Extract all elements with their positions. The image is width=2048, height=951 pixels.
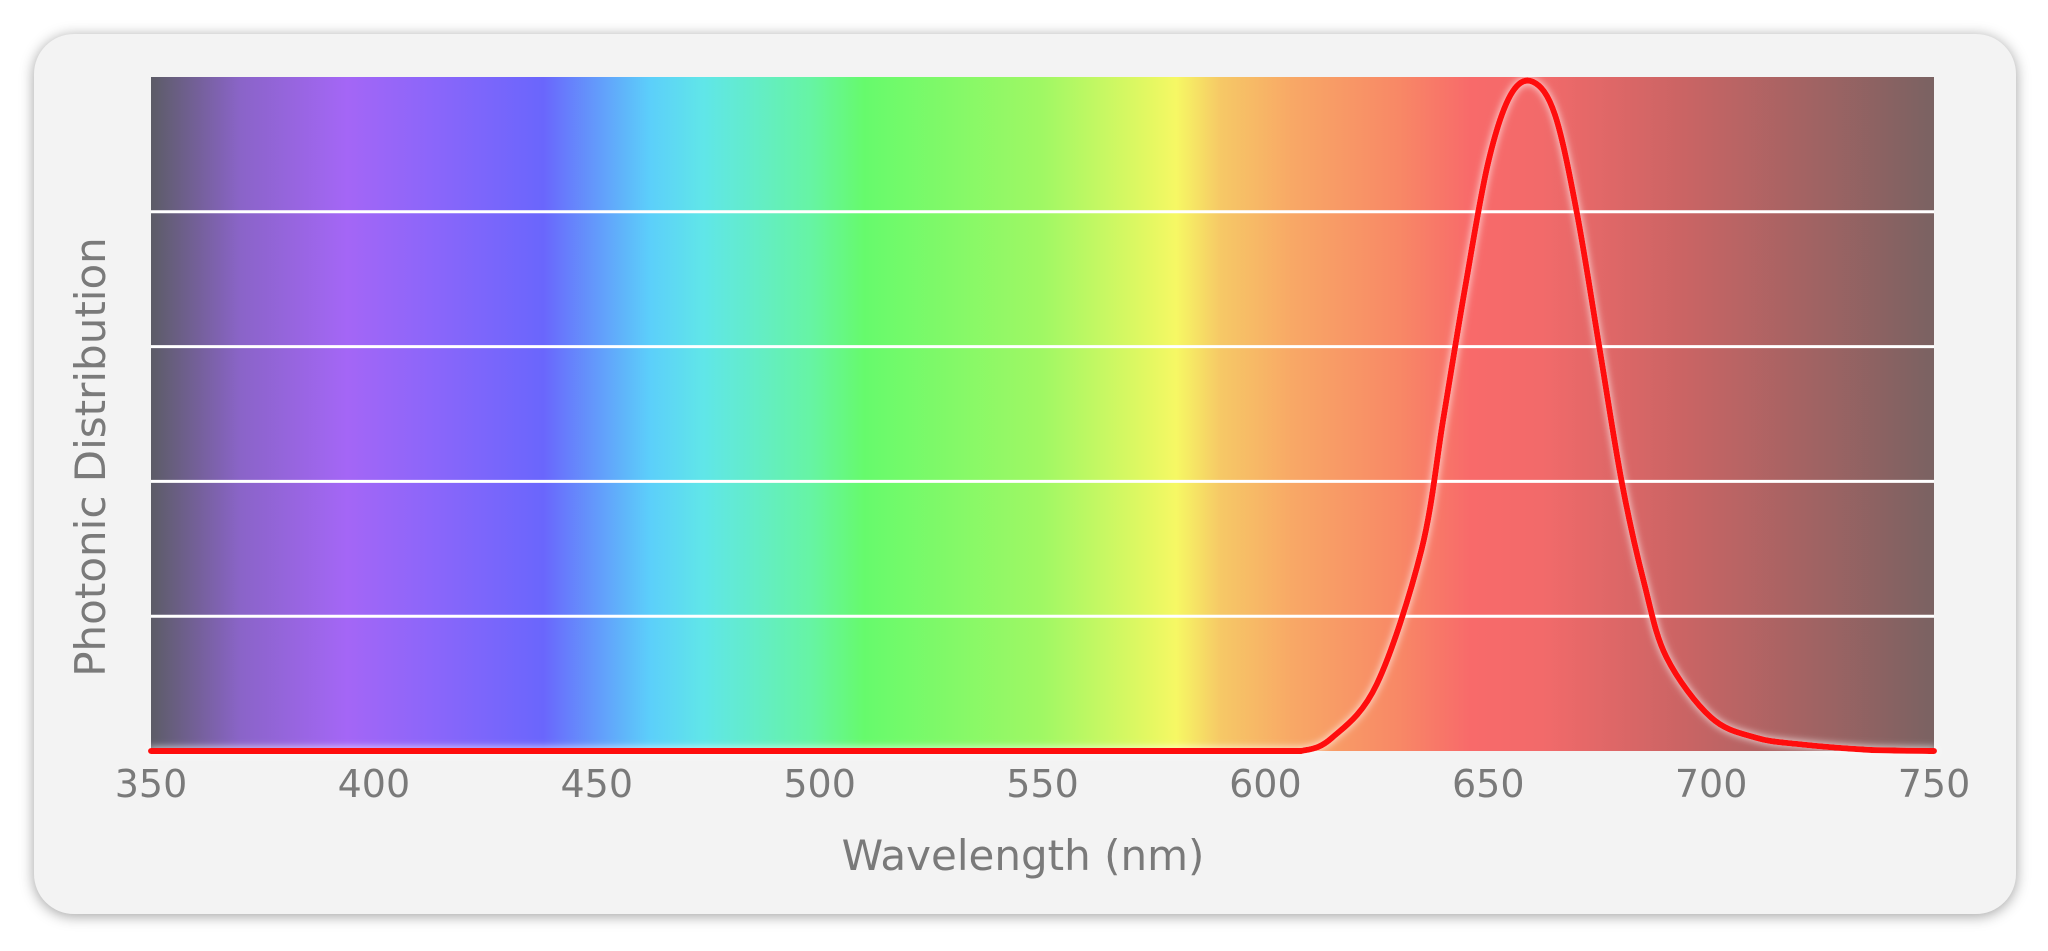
x-tick-label: 550 <box>1006 762 1079 806</box>
x-tick-label: 400 <box>338 762 411 806</box>
x-tick-label: 750 <box>1898 762 1971 806</box>
emission-curve <box>148 77 1937 755</box>
x-tick-label: 450 <box>560 762 633 806</box>
spectrum-background <box>151 77 1934 751</box>
x-tick-label: 700 <box>1675 762 1748 806</box>
x-tick-label: 650 <box>1452 762 1525 806</box>
x-axis-title: Wavelength (nm) <box>842 831 1205 880</box>
gridlines <box>151 210 1934 618</box>
x-tick-label: 600 <box>1229 762 1302 806</box>
x-tick-label: 350 <box>115 762 188 806</box>
x-tick-label: 500 <box>783 762 856 806</box>
y-axis-title: Photonic Distribution <box>66 237 115 677</box>
x-axis-ticks: 350 400 450 500 550 600 650 700 750 <box>115 762 1971 806</box>
